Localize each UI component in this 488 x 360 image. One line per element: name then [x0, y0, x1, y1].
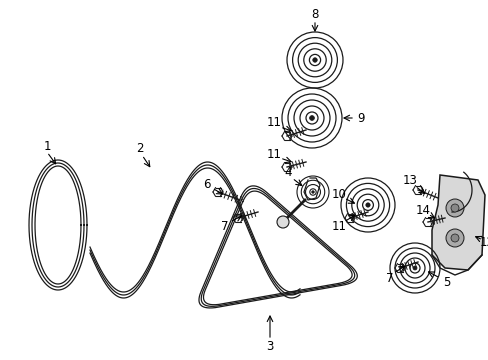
Text: 4: 4 — [284, 166, 291, 180]
Circle shape — [445, 229, 463, 247]
Text: 7: 7 — [221, 220, 228, 234]
Circle shape — [450, 204, 458, 212]
Text: 5: 5 — [443, 275, 450, 288]
Polygon shape — [431, 175, 484, 270]
Text: 13: 13 — [402, 175, 417, 188]
Text: 8: 8 — [311, 8, 318, 21]
Text: 1: 1 — [43, 139, 51, 153]
Text: 11: 11 — [266, 148, 281, 161]
Circle shape — [365, 203, 369, 207]
Circle shape — [311, 191, 314, 193]
Text: 2: 2 — [136, 143, 143, 156]
Text: 12: 12 — [479, 237, 488, 249]
Circle shape — [276, 216, 288, 228]
Circle shape — [450, 234, 458, 242]
Text: 10: 10 — [331, 188, 346, 201]
Text: 14: 14 — [415, 203, 429, 216]
Text: 6: 6 — [203, 177, 210, 190]
Text: 11: 11 — [331, 220, 346, 234]
Circle shape — [445, 199, 463, 217]
Circle shape — [312, 58, 317, 62]
Text: 9: 9 — [357, 112, 364, 125]
Circle shape — [412, 266, 416, 270]
Text: 11: 11 — [266, 117, 281, 130]
Text: 7: 7 — [386, 271, 393, 284]
Circle shape — [309, 116, 314, 120]
Text: 3: 3 — [266, 339, 273, 352]
